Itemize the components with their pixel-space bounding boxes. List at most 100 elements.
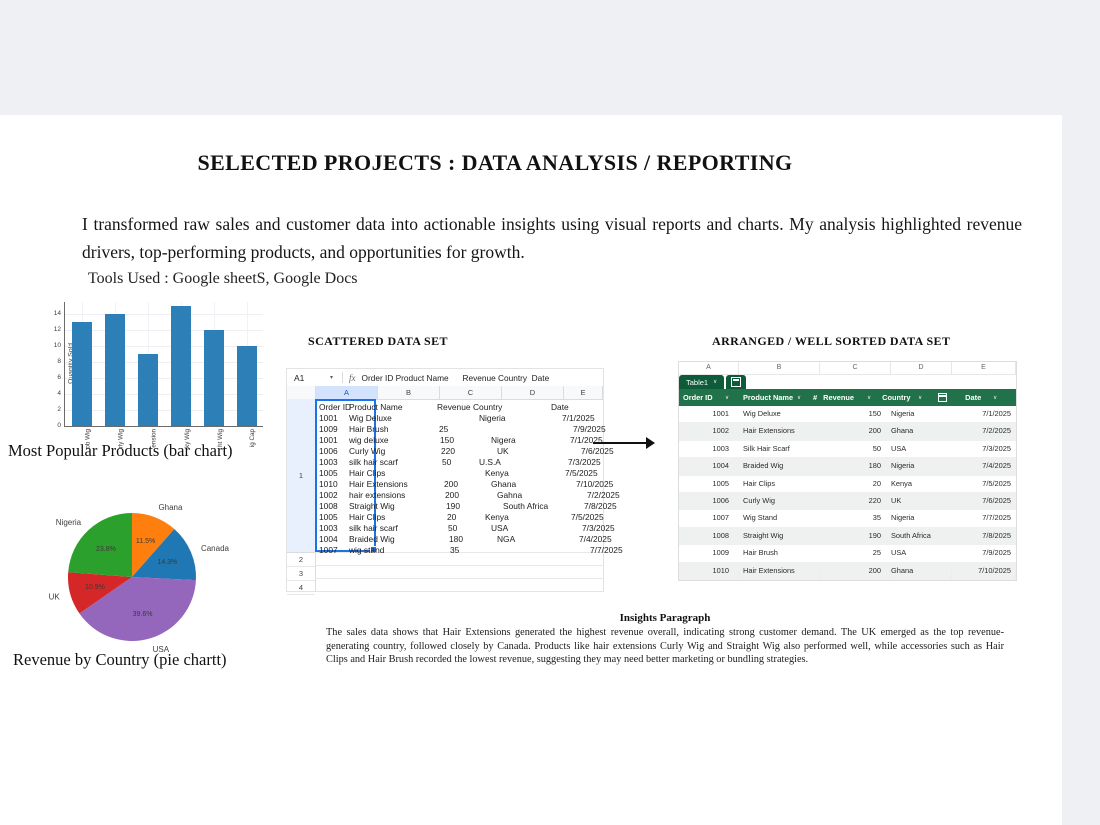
table-cell[interactable]: 150	[868, 409, 881, 418]
cell-text: Ghana	[491, 479, 517, 489]
table-cell[interactable]: Hair Brush	[743, 548, 778, 558]
table-cell[interactable]: 1007	[712, 513, 729, 523]
column-header-a[interactable]: A	[679, 362, 739, 374]
table-cell[interactable]: 7/7/2025	[982, 513, 1011, 523]
header-product-name[interactable]: Product Name ∨	[743, 393, 801, 402]
name-box-dropdown-icon[interactable]: ▾	[329, 375, 333, 381]
cell-text: silk hair scarf	[349, 457, 398, 467]
table-cell[interactable]: 20	[872, 478, 881, 488]
table-cell[interactable]: 7/6/2025	[982, 495, 1011, 505]
table-row[interactable]: 1009 Hair Brush 25 USA 7/9/2025	[679, 545, 1016, 563]
row-number-2[interactable]: 2	[287, 553, 315, 567]
header-country[interactable]: Country ∨	[882, 393, 922, 402]
table-cell[interactable]: Nigeria	[891, 513, 915, 523]
table-cell[interactable]: 7/1/2025	[982, 409, 1011, 418]
column-header-e[interactable]: E	[952, 362, 1016, 374]
gridline	[65, 330, 263, 331]
table-cell[interactable]: 190	[868, 530, 881, 540]
table-row[interactable]: 1007 Wig Stand 35 Nigeria 7/7/2025	[679, 510, 1016, 528]
table-row[interactable]: 1005 Hair Clips 20 Kenya 7/5/2025	[679, 476, 1016, 493]
row-number-4[interactable]: 4	[287, 581, 315, 595]
row-number-3[interactable]: 3	[287, 567, 315, 581]
table-cell[interactable]: Ghana	[891, 565, 914, 575]
chevron-down-icon[interactable]: ∨	[918, 394, 923, 401]
scattered-data-line: 1006 Curly Wig 220 UK 7/6/2025	[319, 446, 648, 457]
table-cell[interactable]: Silk Hair Scarf	[743, 443, 790, 453]
table-cell[interactable]: 1001	[712, 409, 729, 418]
table-cell[interactable]: UK	[891, 495, 902, 505]
header-order-id[interactable]: Order ID ∨	[683, 393, 729, 402]
row-number-1[interactable]: 1	[287, 399, 315, 553]
table-cell[interactable]: Curly Wig	[743, 495, 776, 505]
column-header-c[interactable]: C	[820, 362, 891, 374]
table-cell[interactable]: 1009	[712, 548, 729, 558]
column-header-e[interactable]: E	[564, 386, 603, 399]
table-cell[interactable]: Nigeria	[891, 409, 915, 418]
table-row[interactable]: 1010 Hair Extensions 200 Ghana 7/10/2025	[679, 562, 1016, 580]
table-cell[interactable]: Wig Deluxe	[743, 409, 781, 418]
table-cell[interactable]: 50	[872, 443, 881, 453]
chevron-down-icon[interactable]: ∨	[993, 394, 998, 401]
table-cell[interactable]: Hair Clips	[743, 478, 776, 488]
chevron-down-icon[interactable]: ∨	[724, 394, 729, 401]
table-cell[interactable]: 1005	[712, 478, 729, 488]
chevron-down-icon[interactable]: ∨	[796, 394, 801, 401]
table-cell[interactable]: 1003	[712, 443, 729, 453]
table-cell[interactable]: 180	[868, 461, 881, 471]
column-header-c[interactable]: C	[440, 386, 502, 399]
table-cell[interactable]: Hair Extensions	[743, 426, 795, 436]
formula-bar-content[interactable]: Order ID Product Name Revenue Country Da…	[361, 372, 550, 383]
cell-text: Wig Deluxe	[349, 413, 392, 423]
table-cell[interactable]: 7/8/2025	[982, 530, 1011, 540]
sheet-corner[interactable]	[287, 386, 316, 399]
table-row[interactable]: 1003 Silk Hair Scarf 50 USA 7/3/2025	[679, 441, 1016, 459]
table-cell[interactable]: 7/4/2025	[982, 461, 1011, 471]
name-box[interactable]: A1 ▾	[287, 373, 338, 383]
table-cell[interactable]: USA	[891, 548, 907, 558]
table-row[interactable]: 1006 Curly Wig 220 UK 7/6/2025	[679, 492, 1016, 511]
table-cell[interactable]: 1002	[712, 426, 729, 436]
table-cell[interactable]: 7/10/2025	[978, 565, 1011, 575]
table-cell[interactable]: 1008	[712, 530, 729, 540]
chevron-down-icon[interactable]: ∨	[867, 394, 872, 401]
table-name-tab[interactable]: Table1 ∨	[679, 375, 725, 389]
selection-fill-handle[interactable]	[370, 546, 377, 553]
column-header-d[interactable]: D	[502, 386, 564, 399]
table-cell[interactable]: 7/9/2025	[982, 548, 1011, 558]
table-cell[interactable]: Braided Wig	[743, 461, 784, 471]
table-cell[interactable]: USA	[891, 443, 907, 453]
column-header-b[interactable]: B	[378, 386, 440, 399]
column-header-b[interactable]: B	[739, 362, 820, 374]
table-cell[interactable]: Straight Wig	[743, 530, 784, 540]
table-options-chip[interactable]	[726, 375, 747, 389]
table-cell[interactable]: 35	[872, 513, 881, 523]
table-row[interactable]: 1001 Wig Deluxe 150 Nigeria 7/1/2025	[679, 406, 1016, 424]
column-header-d[interactable]: D	[891, 362, 952, 374]
table-cell[interactable]: 200	[868, 565, 881, 575]
table-cell[interactable]: 1010	[712, 565, 729, 575]
scattered-data-line: 1003 silk hair scarf 50 USA 7/3/2025	[319, 523, 648, 534]
table-cell[interactable]: 1006	[712, 495, 729, 505]
pie-percent-label: 39.6%	[133, 611, 153, 618]
table-cell[interactable]: South Africa	[891, 530, 931, 540]
table-row[interactable]: 1002 Hair Extensions 200 Ghana 7/2/2025	[679, 423, 1016, 441]
cell-text: Curly Wig	[349, 446, 386, 456]
column-header-a[interactable]: A	[316, 386, 378, 399]
table-row[interactable]: 1004 Braided Wig 180 Nigeria 7/4/2025	[679, 458, 1016, 476]
table-row[interactable]: 1008 Straight Wig 190 South Africa 7/8/2025	[679, 527, 1016, 546]
table-cell[interactable]: 7/2/2025	[982, 426, 1011, 436]
table-cell[interactable]: 200	[868, 426, 881, 436]
intro-paragraph: I transformed raw sales and customer dat…	[82, 214, 1022, 262]
table-cell[interactable]: Nigeria	[891, 461, 915, 471]
header-date[interactable]: Date ∨	[965, 393, 997, 402]
table-cell[interactable]: Ghana	[891, 426, 914, 436]
table-cell[interactable]: Kenya	[891, 478, 912, 488]
table-cell[interactable]: 220	[868, 495, 881, 505]
table-cell[interactable]: Hair Extensions	[743, 565, 795, 575]
table-cell[interactable]: 1004	[712, 461, 729, 471]
header-revenue[interactable]: Revenue ∨	[823, 393, 871, 402]
table-cell[interactable]: 7/3/2025	[982, 443, 1011, 453]
table-cell[interactable]: 7/5/2025	[982, 478, 1011, 488]
table-cell[interactable]: 25	[872, 548, 881, 558]
table-cell[interactable]: Wig Stand	[743, 513, 778, 523]
